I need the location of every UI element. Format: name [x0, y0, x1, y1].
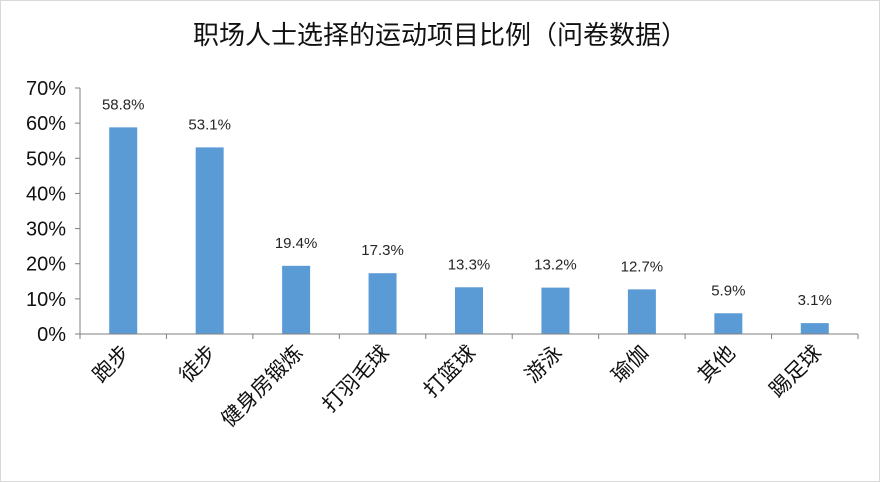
x-tick-label: 徒步: [175, 341, 222, 388]
data-labels-group: 58.8% 53.1% 19.4% 17.3% 13.3% 13.2% 12.7% 5.9% 3…: [102, 96, 832, 309]
bar: [800, 323, 829, 334]
bar: [195, 147, 224, 334]
y-tick-label: 60%: [26, 113, 66, 135]
data-label: 3.1%: [798, 292, 832, 309]
x-tick-label: 踢足球: [765, 341, 827, 403]
bar: [714, 313, 743, 334]
x-tick-label: 瑜伽: [607, 341, 654, 388]
data-label: 19.4%: [275, 235, 318, 252]
y-axis: 0% 10% 20% 30% 40% 50% 60% 70%: [26, 78, 81, 346]
x-tick-label: 游泳: [520, 341, 567, 388]
x-tick-label: 打羽毛球: [318, 341, 394, 417]
y-tick-label: 10%: [26, 289, 66, 311]
x-tick-label: 跑步: [88, 341, 135, 388]
y-tick-label: 20%: [26, 254, 66, 276]
data-label: 12.7%: [621, 258, 664, 275]
y-tick-label: 70%: [26, 78, 66, 100]
bar: [541, 287, 570, 334]
data-label: 13.3%: [448, 256, 491, 273]
x-tick-label: 打篮球: [419, 341, 481, 403]
chart-title: 职场人士选择的运动项目比例（问卷数据）: [193, 21, 687, 51]
bar: [455, 287, 483, 334]
data-label: 5.9%: [711, 282, 745, 299]
y-tick-label: 30%: [26, 219, 66, 241]
data-label: 13.2%: [534, 257, 577, 274]
bar: [627, 289, 656, 334]
data-label: 17.3%: [361, 242, 404, 259]
data-label: 53.1%: [188, 116, 231, 133]
y-tick-label: 50%: [26, 148, 66, 170]
bar: [109, 127, 138, 334]
bars-group: [109, 127, 829, 334]
bar: [368, 273, 397, 334]
y-tick-label: 0%: [37, 324, 66, 346]
x-tick-label: 其他: [693, 341, 740, 388]
x-tick-label: 健身房锻炼: [216, 341, 307, 432]
data-label: 58.8%: [102, 96, 145, 113]
y-tick-label: 40%: [26, 183, 66, 205]
bar: [282, 265, 311, 334]
